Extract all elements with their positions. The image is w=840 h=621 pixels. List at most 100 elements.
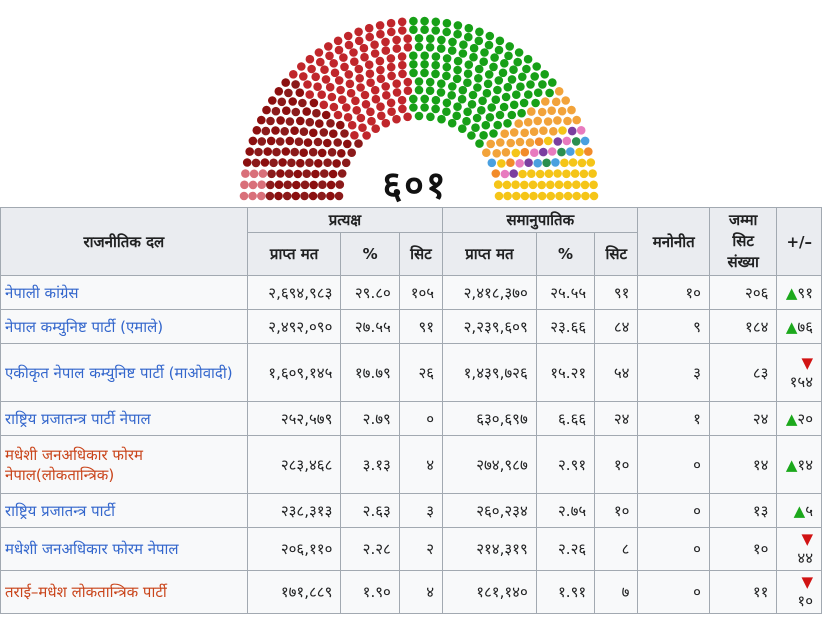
change-value: १५४ bbox=[789, 372, 813, 391]
prop-votes-cell: २७४,९८७ bbox=[442, 435, 537, 494]
seat-dot bbox=[436, 88, 446, 97]
seat-dot bbox=[512, 90, 521, 99]
seat-dot bbox=[545, 88, 554, 98]
seat-dot bbox=[551, 158, 560, 167]
seat-dot bbox=[463, 78, 472, 87]
seat-dot bbox=[566, 147, 575, 156]
seat-dot bbox=[473, 83, 482, 92]
party-link[interactable]: राष्ट्रिय प्रजातन्त्र पार्टी bbox=[5, 501, 116, 520]
up-arrow-icon: ▲ bbox=[785, 455, 798, 474]
seat-dot bbox=[420, 16, 429, 26]
seat-dot bbox=[525, 138, 535, 147]
seat-dot bbox=[317, 90, 327, 99]
seat-dot bbox=[340, 62, 349, 72]
prop-percent-cell: २५.५५ bbox=[535, 275, 596, 310]
seat-dot bbox=[431, 26, 441, 35]
party-link[interactable]: राष्ट्रिय प्रजातन्त्र पार्टी नेपाल bbox=[5, 409, 151, 428]
seat-dot bbox=[345, 79, 355, 89]
seat-dot bbox=[274, 180, 284, 189]
seat-dot bbox=[463, 107, 472, 117]
seat-dot bbox=[560, 158, 569, 168]
seat-dot bbox=[471, 123, 480, 132]
seat-dot bbox=[321, 110, 331, 120]
party-name-cell: नेपाल कम्युनिष्ट पार्टी (एमाले) bbox=[0, 309, 248, 344]
seat-dot bbox=[484, 70, 494, 79]
seat-dot bbox=[431, 95, 441, 105]
seat-dot bbox=[463, 69, 473, 78]
seat-dot bbox=[341, 158, 351, 168]
direct-votes-cell: २५२,५७९ bbox=[246, 401, 342, 436]
direct-votes-header: प्राप्त मत bbox=[246, 232, 342, 276]
seat-dot bbox=[375, 56, 385, 66]
seat-dot bbox=[452, 111, 462, 121]
party-link[interactable]: तराई–मधेश लोकतान्त्रिक पार्टी bbox=[5, 583, 167, 601]
seat-dot bbox=[580, 136, 590, 146]
party-link[interactable]: मधेशी जनअधिकार फोरम नेपाल bbox=[5, 540, 179, 558]
seat-dot bbox=[337, 95, 347, 104]
seat-dot bbox=[365, 69, 375, 78]
seat-dot bbox=[344, 40, 354, 50]
seat-dot bbox=[431, 52, 441, 61]
seat-dot bbox=[509, 169, 518, 178]
table-row: नेपाली कांग्रेस २,६९४,९८३ २९.८० १०५ २,४१८,३७… bbox=[0, 275, 822, 310]
seat-dot bbox=[258, 169, 268, 178]
change-cell: ▲७६ bbox=[776, 309, 822, 344]
party-link[interactable]: एकीकृत नेपाल कम्युनिष्ट पार्टी (माओवादी) bbox=[5, 363, 233, 382]
seat-dot bbox=[376, 65, 385, 75]
seat-dot bbox=[557, 106, 567, 116]
seat-dot bbox=[343, 31, 353, 41]
seat-dot bbox=[561, 96, 570, 105]
seat-dot bbox=[579, 169, 589, 179]
seat-dot bbox=[442, 107, 451, 116]
seat-dot bbox=[297, 62, 306, 71]
seat-dot bbox=[491, 95, 501, 104]
direct-percent-cell: २९.८० bbox=[340, 275, 400, 310]
seat-dot bbox=[381, 37, 390, 47]
party-name-cell: मधेशी जनअधिकार फोरम नेपाल bbox=[0, 527, 248, 571]
direct-percent-cell: २७.५५ bbox=[340, 309, 400, 344]
seat-dot bbox=[546, 191, 556, 201]
seat-dot bbox=[335, 180, 345, 189]
seat-dot bbox=[326, 180, 336, 190]
seat-dot bbox=[370, 85, 380, 95]
party-link[interactable]: मधेशी जनअधिकार फोरम नेपाल(लोकतान्त्रिक) bbox=[5, 445, 143, 484]
seat-dot bbox=[311, 72, 321, 82]
seat-dot bbox=[318, 180, 327, 189]
nominated-header: मनोनीत bbox=[637, 207, 710, 276]
seat-dot bbox=[305, 54, 315, 64]
seat-dot bbox=[562, 169, 571, 179]
seat-dot bbox=[520, 180, 529, 190]
seat-dot bbox=[539, 147, 548, 157]
change-value: ४४ bbox=[797, 549, 813, 567]
total-seats-cell: १३ bbox=[708, 493, 778, 528]
seat-dot bbox=[480, 48, 489, 57]
seat-dot bbox=[483, 79, 493, 89]
direct-votes-cell: २३८,३१३ bbox=[246, 493, 342, 528]
prop-votes-cell: २,२३९,६०९ bbox=[442, 309, 537, 344]
seat-dot bbox=[354, 27, 363, 37]
seat-dot bbox=[575, 147, 584, 157]
prop-votes-cell: ६३०,६९७ bbox=[442, 401, 537, 436]
prop-seats-cell: ८४ bbox=[594, 309, 639, 344]
seat-dot bbox=[309, 98, 319, 108]
seat-dot bbox=[442, 71, 451, 81]
party-link[interactable]: नेपाल कम्युनिष्ट पार्टी (एमाले) bbox=[5, 317, 164, 336]
seat-dot bbox=[366, 78, 375, 87]
party-link[interactable]: नेपाली कांग्रेस bbox=[5, 283, 79, 302]
seat-dot bbox=[586, 158, 596, 167]
seat-dot bbox=[296, 116, 305, 126]
total-seats-cell: २४ bbox=[708, 401, 778, 436]
party-header: राजनीतिक दल bbox=[0, 207, 248, 276]
seat-dot bbox=[303, 138, 313, 147]
seat-dot bbox=[572, 115, 581, 125]
seat-dot bbox=[414, 34, 424, 43]
seat-dot bbox=[299, 72, 308, 81]
prop-percent-cell: २.२६ bbox=[535, 527, 596, 571]
prop-seats-cell: ८ bbox=[594, 527, 639, 571]
seat-dot bbox=[513, 57, 522, 67]
direct-percent-cell: २.६३ bbox=[340, 493, 400, 528]
seat-dot bbox=[409, 60, 418, 69]
seat-dot bbox=[375, 21, 385, 30]
seat-dot bbox=[282, 106, 291, 115]
seat-dot bbox=[568, 158, 578, 167]
